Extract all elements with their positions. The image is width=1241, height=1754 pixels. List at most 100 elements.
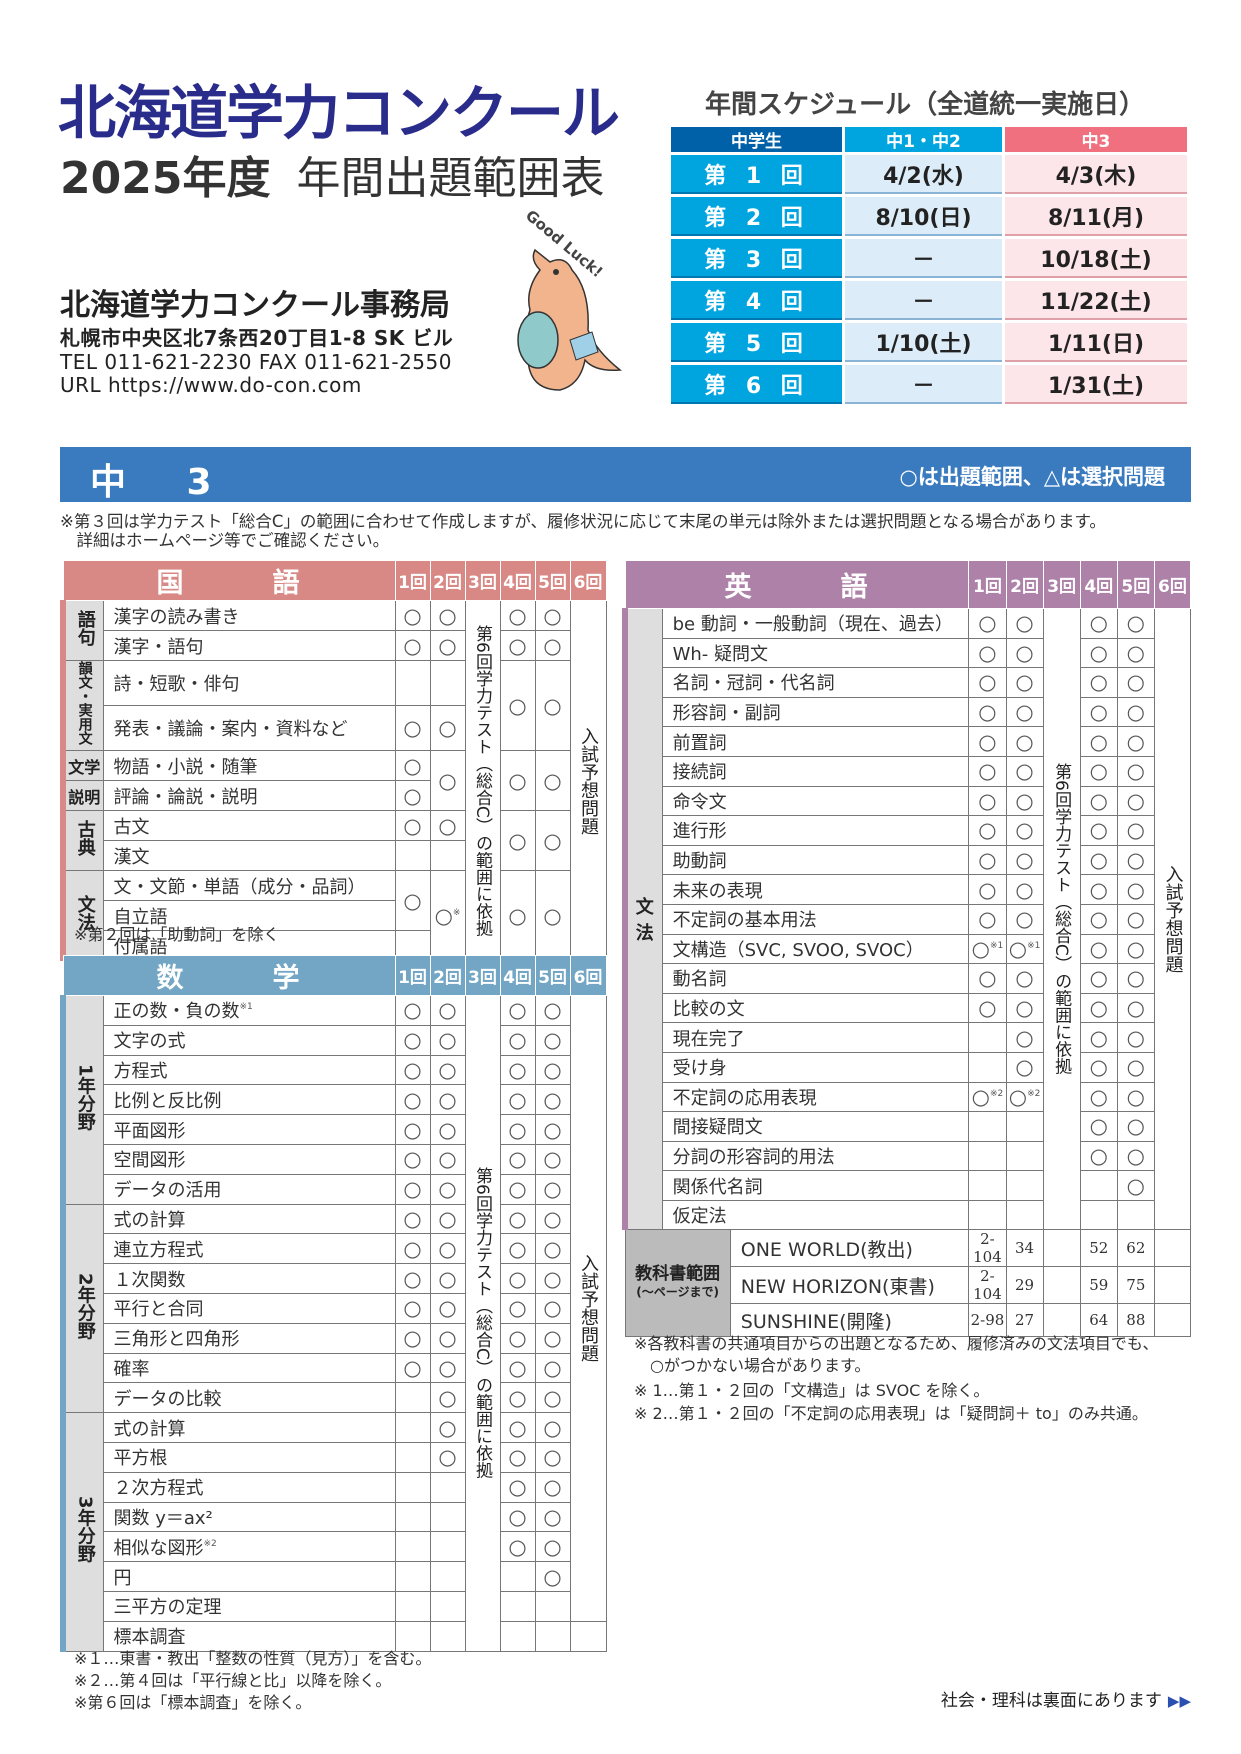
circle-mark: ○ — [438, 1415, 457, 1440]
round5-cell: ○ — [534, 1441, 571, 1473]
group-label: 文法 — [60, 870, 104, 961]
circle-mark: ○ — [1089, 729, 1108, 754]
round4-cell — [499, 1620, 536, 1652]
subject-title: 英 語 — [624, 560, 970, 609]
circle-mark: ○ — [543, 1057, 562, 1082]
round2-cell: ○ — [429, 1263, 466, 1294]
circle-mark: ○ — [1126, 966, 1145, 991]
round5-cell: ○ — [534, 1203, 571, 1235]
circle-mark: ○ — [1089, 1143, 1108, 1168]
table-row: 比例と反比例 ○ ○ ○ ○ — [63, 1084, 606, 1116]
round2-cell: ○ — [1005, 1022, 1044, 1053]
table-row: 平方根 ○ ○ ○ — [63, 1441, 606, 1473]
row-label: 評論・論説・説明 — [103, 780, 396, 811]
row-label: 名詞・冠詞・代名詞 — [662, 667, 970, 698]
round1-cell: ○ — [394, 1054, 431, 1086]
circle-mark: ○ — [1126, 996, 1145, 1021]
circle-mark: ○ — [403, 1206, 422, 1231]
row-label-text: 三角形と四角形 — [113, 1329, 240, 1351]
round5-cell: ○ — [1116, 696, 1155, 728]
round1-cell: ○ — [394, 870, 431, 931]
round5-cell: ○ — [534, 1322, 571, 1354]
circle-mark: ○ — [543, 603, 562, 628]
textbook-name: SUNSHINE(開隆) — [730, 1303, 970, 1338]
circle-mark: ○ — [508, 768, 527, 793]
row-label-text: 接続詞 — [672, 762, 727, 784]
circle-mark: ○ — [1015, 670, 1034, 695]
round-header-2: 2回 — [429, 955, 466, 996]
round4-cell: ○ — [1079, 992, 1118, 1024]
round2-cell: ○※ — [429, 870, 466, 961]
group-label: 3年分野 — [60, 1412, 104, 1652]
round2-cell — [429, 1620, 466, 1652]
circle-mark: ○ — [543, 633, 562, 658]
round1-cell: ○ — [394, 1114, 431, 1145]
circle-mark: ○ — [543, 1534, 562, 1559]
row-label-text: 文・文節・単語（成分・品詞） — [113, 876, 366, 898]
round2-cell: ○ — [429, 1054, 466, 1086]
circle-mark: ○ — [1089, 670, 1108, 695]
row-label: 分詞の形容詞的用法 — [662, 1140, 970, 1172]
group-label-text: 韻文・実用文 — [76, 661, 93, 746]
round4-cell: ○ — [499, 1024, 536, 1056]
row-label-text: 付属語 — [113, 936, 168, 958]
circle-mark: ○ — [438, 1028, 457, 1053]
circle-mark: ○ — [1015, 640, 1034, 665]
round1-cell: ○ — [968, 844, 1007, 876]
circle-mark: ○ — [543, 1355, 562, 1380]
table-row: 方程式 ○ ○ ○ ○ — [63, 1054, 606, 1086]
round5-cell: ○ — [534, 1382, 571, 1414]
circle-mark: ○ — [508, 693, 527, 718]
row-label-text: 標本調査 — [113, 1627, 186, 1649]
round2-cell — [1005, 1140, 1044, 1172]
textbook-page-round2: 27 — [1005, 1303, 1044, 1338]
table-row: 命令文 ○ ○ ○ ○ — [625, 785, 1191, 817]
circle-mark: ○ — [403, 1087, 422, 1112]
circle-mark: ○ — [1008, 936, 1028, 961]
row-label: 平方根 — [103, 1441, 396, 1473]
round4-cell: ○ — [499, 1203, 536, 1235]
round-header-2: 2回 — [1005, 560, 1044, 609]
circle-mark: ○ — [1015, 877, 1034, 902]
circle-mark: ○ — [1126, 818, 1145, 843]
round4-cell: ○ — [1079, 1051, 1118, 1083]
round1-cell: ○ — [394, 1322, 431, 1354]
round2-cell: ○ — [429, 1292, 466, 1324]
row-label-text: 動名詞 — [672, 969, 727, 991]
round1-cell: ○ — [968, 903, 1007, 935]
row-label: 間接疑問文 — [662, 1111, 970, 1142]
row-label: データの活用 — [103, 1173, 396, 1205]
round4-cell: ○ — [499, 870, 536, 961]
sugaku-table: 数 学 1回 2回 3回 4回 5回 6回 1年分野 正の数・負の数※1 ○ ○ 第6回学力テスト（総… — [60, 955, 607, 1652]
header-row: 国 語 1回 2回 3回 4回 5回 6回 — [62, 560, 607, 601]
circle-mark: ○ — [508, 1504, 527, 1529]
round5-cell: ○ — [1116, 608, 1155, 639]
circle-mark: ○ — [1089, 996, 1108, 1021]
textbook-range-title: 教科書範囲 — [635, 1264, 721, 1285]
row-label: 関数 y＝ax² — [103, 1501, 396, 1533]
row-label: 漢字・語句 — [103, 630, 396, 661]
row-label: 確率 — [103, 1352, 396, 1384]
circle-mark: ○ — [508, 1206, 527, 1231]
entrance-exam-prediction: 入試予想問題 — [569, 995, 607, 1622]
circle-mark: ○ — [978, 907, 997, 932]
round5-cell: ○ — [534, 1352, 571, 1384]
round4-cell: ○ — [499, 1143, 536, 1175]
round1-cell — [394, 1382, 431, 1414]
row-label-text: 不定詞の応用表現 — [672, 1087, 817, 1109]
circle-mark: ○ — [543, 1415, 562, 1440]
schedule-round: 第 2 回 — [671, 197, 842, 236]
row-label: 文・文節・単語（成分・品詞） — [103, 870, 396, 901]
row-label-text: 三平方の定理 — [113, 1597, 222, 1619]
circle-mark: ○ — [438, 768, 457, 793]
round5-cell: ○ — [1116, 963, 1155, 994]
website-url[interactable]: URL https://www.do-con.com — [60, 373, 362, 397]
round-header-1: 1回 — [394, 955, 431, 996]
circle-mark: ○ — [1126, 759, 1145, 784]
row-label: 空間図形 — [103, 1143, 396, 1175]
circle-mark: ○ — [438, 1057, 457, 1082]
circle-mark: ○ — [1015, 788, 1034, 813]
round5-cell: ○ — [534, 1054, 571, 1086]
round3-scope-note: 第6回学力テスト（総合C）の範囲に依拠 — [464, 600, 501, 961]
table-row: 韻文・実用文 詩・短歌・俳句 ○ ○ — [60, 660, 606, 751]
